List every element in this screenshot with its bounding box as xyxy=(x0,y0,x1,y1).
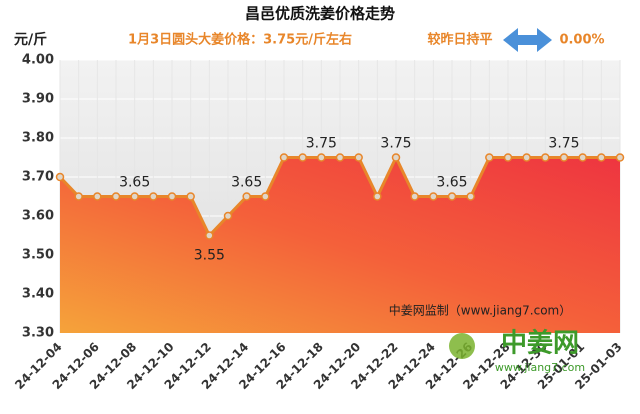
marker xyxy=(242,192,251,201)
y-tick-label: 4.00 xyxy=(22,53,54,68)
marker xyxy=(335,153,345,162)
y-tick-label: 3.60 xyxy=(22,209,54,224)
marker xyxy=(541,153,550,162)
marker xyxy=(522,153,531,162)
marker xyxy=(279,153,289,162)
marker xyxy=(186,192,195,201)
marker xyxy=(447,192,457,201)
data-label: 3.75 xyxy=(380,136,411,152)
marker xyxy=(223,211,233,221)
marker xyxy=(149,192,158,201)
marker xyxy=(317,153,326,162)
marker xyxy=(391,153,401,162)
marker xyxy=(466,192,475,201)
marker xyxy=(298,153,307,162)
marker xyxy=(167,192,177,201)
y-tick-label: 3.80 xyxy=(22,131,54,146)
data-label: 3.65 xyxy=(436,175,467,191)
data-label: 3.55 xyxy=(194,248,225,264)
marker xyxy=(205,231,214,240)
data-label: 3.75 xyxy=(306,136,337,152)
change-text: 较昨日持平 xyxy=(427,32,492,48)
subtitle: 1月3日圆头大姜价格：3.75元/斤左右 xyxy=(128,32,352,48)
marker xyxy=(503,153,513,162)
marker xyxy=(130,192,139,201)
logo-icon xyxy=(449,333,475,359)
change-value: 0.00% xyxy=(559,33,604,48)
marker xyxy=(615,153,625,162)
data-label: 3.65 xyxy=(119,175,150,191)
marker xyxy=(55,172,65,182)
marker xyxy=(261,192,270,201)
flat-arrow-icon xyxy=(503,28,552,52)
marker xyxy=(578,153,587,162)
y-tick-label: 3.40 xyxy=(22,287,54,302)
marker xyxy=(373,192,382,201)
data-label: 3.75 xyxy=(548,136,579,152)
marker xyxy=(74,192,83,201)
marker xyxy=(485,153,494,162)
data-label: 3.65 xyxy=(231,175,262,191)
logo: 中姜网 www.jiang7.com xyxy=(449,328,585,374)
y-axis-label: 元/斤 xyxy=(14,31,47,48)
y-tick-label: 3.50 xyxy=(22,248,54,263)
marker xyxy=(111,192,121,201)
logo-name: 中姜网 xyxy=(501,328,579,359)
y-tick-label: 3.70 xyxy=(22,170,54,185)
y-tick-label: 3.30 xyxy=(22,326,54,341)
marker xyxy=(354,153,363,162)
watermark: 中姜网监制（www.jiang7.com） xyxy=(389,303,571,318)
area xyxy=(60,157,620,333)
marker xyxy=(93,192,102,201)
y-tick-label: 3.90 xyxy=(22,92,54,107)
marker xyxy=(410,192,419,201)
marker xyxy=(559,153,569,162)
marker xyxy=(429,192,438,201)
marker xyxy=(597,153,606,162)
chart-title: 昌邑优质洗姜价格走势 xyxy=(245,5,395,23)
logo-url: www.jiang7.com xyxy=(495,361,585,374)
